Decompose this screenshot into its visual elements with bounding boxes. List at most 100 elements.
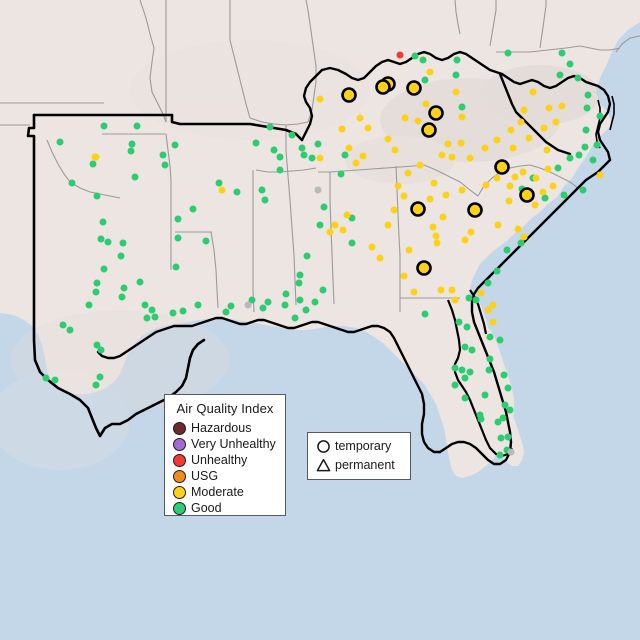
aqi-point-good[interactable] — [485, 366, 493, 374]
aqi-point-good[interactable] — [222, 308, 230, 316]
aqi-point-good[interactable] — [295, 279, 303, 287]
aqi-point-good[interactable] — [148, 306, 156, 314]
aqi-point-good[interactable] — [215, 179, 223, 187]
aqi-point-good[interactable] — [288, 131, 296, 139]
aqi-point-moderate[interactable] — [467, 228, 475, 236]
aqi-point-good[interactable] — [421, 310, 429, 318]
aqi-point-moderate[interactable] — [505, 197, 513, 205]
aqi-point-good[interactable] — [261, 196, 269, 204]
aqi-point-no-data[interactable] — [507, 448, 515, 456]
aqi-point-good[interactable] — [171, 141, 179, 149]
aqi-point-moderate[interactable] — [539, 188, 547, 196]
aqi-point-good[interactable] — [133, 122, 141, 130]
aqi-point-good[interactable] — [296, 271, 304, 279]
aqi-point-good[interactable] — [97, 346, 105, 354]
aqi-point-moderate[interactable] — [506, 182, 514, 190]
aqi-point-moderate[interactable] — [545, 104, 553, 112]
aqi-point-good[interactable] — [172, 263, 180, 271]
aqi-point-good[interactable] — [584, 91, 592, 99]
aqi-point-moderate[interactable] — [416, 260, 432, 276]
aqi-point-moderate[interactable] — [91, 153, 99, 161]
aqi-point-moderate[interactable] — [529, 88, 537, 96]
aqi-point-good[interactable] — [248, 296, 256, 304]
aqi-point-moderate[interactable] — [432, 232, 440, 240]
aqi-point-moderate[interactable] — [458, 186, 466, 194]
aqi-point-good[interactable] — [458, 366, 466, 374]
aqi-point-good[interactable] — [452, 71, 460, 79]
aqi-point-good[interactable] — [458, 103, 466, 111]
aqi-point-moderate[interactable] — [481, 144, 489, 152]
aqi-point-moderate[interactable] — [493, 136, 501, 144]
aqi-point-moderate[interactable] — [494, 159, 510, 175]
aqi-point-moderate[interactable] — [414, 117, 422, 125]
aqi-point-moderate[interactable] — [507, 126, 515, 134]
aqi-point-good[interactable] — [468, 346, 476, 354]
aqi-point-good[interactable] — [496, 336, 504, 344]
aqi-point-moderate[interactable] — [467, 202, 483, 218]
aqi-point-good[interactable] — [308, 154, 316, 162]
aqi-point-moderate[interactable] — [544, 165, 552, 173]
aqi-point-moderate[interactable] — [359, 152, 367, 160]
aqi-point-good[interactable] — [93, 341, 101, 349]
aqi-point-good[interactable] — [484, 279, 492, 287]
aqi-point-good[interactable] — [66, 326, 74, 334]
aqi-point-good[interactable] — [579, 186, 587, 194]
aqi-point-good[interactable] — [496, 451, 504, 459]
aqi-point-good[interactable] — [486, 355, 494, 363]
aqi-point-moderate[interactable] — [540, 124, 548, 132]
aqi-point-moderate[interactable] — [316, 154, 324, 162]
aqi-point-good[interactable] — [233, 188, 241, 196]
aqi-point-good[interactable] — [127, 147, 135, 155]
aqi-point-good[interactable] — [143, 314, 151, 322]
aqi-point-good[interactable] — [466, 368, 474, 376]
aqi-point-good[interactable] — [314, 140, 322, 148]
aqi-point-good[interactable] — [501, 401, 509, 409]
aqi-point-moderate[interactable] — [375, 79, 391, 95]
aqi-point-good[interactable] — [161, 161, 169, 169]
aqi-point-good[interactable] — [85, 301, 93, 309]
aqi-point-moderate[interactable] — [400, 192, 408, 200]
aqi-point-good[interactable] — [179, 307, 187, 315]
aqi-point-good[interactable] — [486, 333, 494, 341]
aqi-point-moderate[interactable] — [448, 286, 456, 294]
aqi-point-good[interactable] — [270, 146, 278, 154]
aqi-point-good[interactable] — [141, 301, 149, 309]
aqi-point-good[interactable] — [194, 301, 202, 309]
aqi-point-good[interactable] — [93, 192, 101, 200]
aqi-point-good[interactable] — [56, 138, 64, 146]
aqi-point-good[interactable] — [581, 143, 589, 151]
aqi-point-good[interactable] — [566, 154, 574, 162]
aqi-point-good[interactable] — [575, 151, 583, 159]
aqi-point-good[interactable] — [337, 170, 345, 178]
aqi-point-moderate[interactable] — [426, 195, 434, 203]
aqi-point-good[interactable] — [461, 374, 469, 382]
aqi-point-good[interactable] — [281, 301, 289, 309]
aqi-legend-row[interactable]: Hazardous — [173, 420, 277, 436]
aqi-point-good[interactable] — [455, 318, 463, 326]
aqi-point-good[interactable] — [266, 123, 274, 131]
aqi-point-moderate[interactable] — [326, 228, 334, 236]
aqi-point-moderate[interactable] — [511, 173, 519, 181]
aqi-point-good[interactable] — [320, 203, 328, 211]
aqi-point-moderate[interactable] — [405, 246, 413, 254]
aqi-point-good[interactable] — [99, 218, 107, 226]
aqi-point-good[interactable] — [589, 156, 597, 164]
aqi-point-good[interactable] — [93, 279, 101, 287]
aqi-point-good[interactable] — [560, 191, 568, 199]
aqi-point-moderate[interactable] — [514, 225, 522, 233]
aqi-point-good[interactable] — [493, 267, 501, 275]
aqi-point-moderate[interactable] — [391, 146, 399, 154]
aqi-point-moderate[interactable] — [368, 243, 376, 251]
aqi-point-moderate[interactable] — [489, 301, 497, 309]
aqi-point-moderate[interactable] — [384, 135, 392, 143]
aqi-point-moderate[interactable] — [444, 140, 452, 148]
aqi-point-good[interactable] — [159, 151, 167, 159]
aqi-point-moderate[interactable] — [520, 233, 528, 241]
aqi-data-points[interactable] — [42, 49, 604, 459]
aqi-point-good[interactable] — [282, 290, 290, 298]
aqi-point-moderate[interactable] — [482, 181, 490, 189]
aqi-point-moderate[interactable] — [410, 288, 418, 296]
aqi-point-moderate[interactable] — [343, 211, 351, 219]
aqi-point-moderate[interactable] — [376, 254, 384, 262]
aqi-point-moderate[interactable] — [494, 221, 502, 229]
